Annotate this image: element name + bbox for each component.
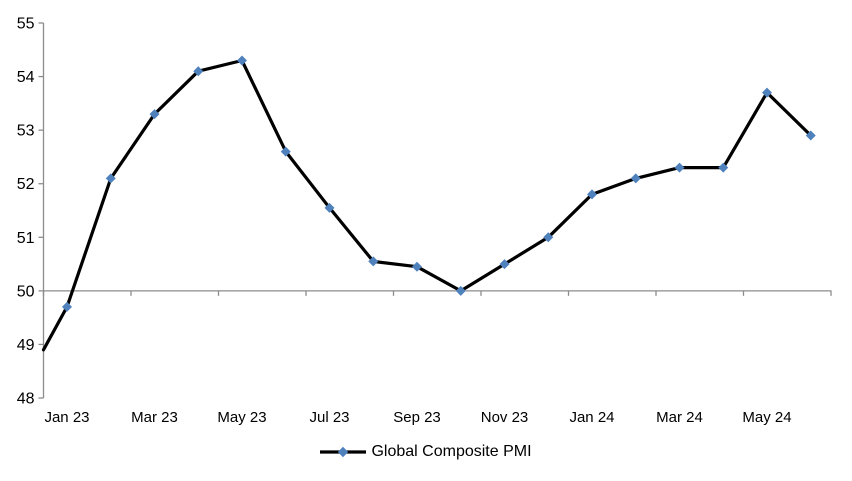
pmi-data-point-marker: [543, 232, 554, 243]
x-tick-label: Jul 23: [309, 409, 349, 426]
x-tick-label: Nov 23: [481, 409, 529, 426]
y-tick-label: 49: [17, 337, 35, 354]
pmi-data-point-marker: [412, 261, 422, 272]
chart-legend: Global Composite PMI: [0, 441, 852, 463]
pmi-series-line: [41, 58, 813, 352]
pmi-data-point-marker: [455, 285, 466, 296]
y-tick-label: 48: [17, 391, 35, 408]
pmi-data-point-marker: [105, 173, 116, 184]
pmi-data-point-marker: [149, 109, 160, 120]
pmi-data-point-marker: [237, 55, 247, 66]
y-tick-label: 52: [17, 176, 35, 193]
y-tick-label: 53: [17, 123, 35, 140]
x-tick-label: Mar 23: [131, 409, 178, 426]
pmi-data-point-marker: [762, 87, 772, 98]
legend-label: Global Composite PMI: [371, 443, 532, 460]
x-tick-label: May 23: [217, 409, 266, 426]
legend-line-marker-icon: [320, 446, 367, 458]
pmi-data-point-marker: [718, 162, 729, 173]
pmi-data-point-marker: [499, 259, 510, 270]
x-tick-label: Jan 24: [569, 409, 614, 426]
x-tick-label: Jan 23: [44, 409, 89, 426]
y-tick-label: 51: [17, 230, 35, 247]
pmi-data-point-marker: [630, 173, 641, 184]
x-tick-label: Sep 23: [393, 409, 441, 426]
y-tick-label: 54: [17, 69, 35, 86]
pmi-data-point-marker: [193, 66, 204, 77]
pmi-data-point-marker: [587, 189, 597, 200]
y-tick-label: 55: [17, 16, 35, 33]
pmi-data-point-marker: [280, 146, 291, 157]
pmi-data-point-marker: [62, 301, 72, 312]
pmi-data-point-marker: [368, 256, 379, 267]
x-tick-label: Mar 24: [656, 409, 703, 426]
pmi-data-point-marker: [324, 202, 335, 213]
x-tick-label: May 24: [742, 409, 791, 426]
pmi-data-point-marker: [674, 162, 685, 173]
y-tick-label: 50: [17, 283, 35, 300]
pmi-data-point-marker: [805, 130, 816, 141]
